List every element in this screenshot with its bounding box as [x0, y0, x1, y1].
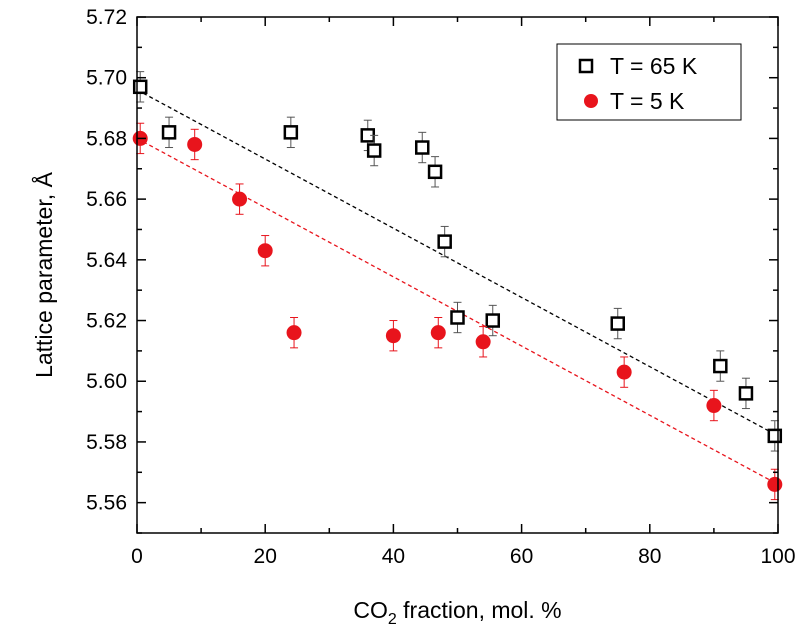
axis-ticks: 0 20 40 60 80 100 5.56 5.58 5.60 5.62 5.64 5.66 5.68…	[86, 6, 795, 568]
legend: T = 65 K T = 5 K	[556, 43, 742, 121]
data-point-series-1	[475, 326, 491, 358]
x-axis-label: CO2 fraction, mol. %	[353, 597, 561, 628]
data-point-series-0	[132, 71, 148, 103]
marker-open-square	[767, 428, 783, 444]
marker-filled-circle	[767, 476, 783, 492]
marker-filled-circle	[616, 364, 632, 380]
data-point-series-1	[706, 389, 722, 422]
marker-open-square	[437, 234, 452, 249]
legend-label-5k: T = 5 K	[610, 88, 685, 114]
y-tick-label: 5.72	[86, 6, 127, 29]
x-tick-label: 40	[382, 545, 405, 568]
marker-filled-circle	[430, 325, 446, 341]
data-point-series-1	[232, 183, 248, 215]
y-tick-label: 5.62	[86, 310, 127, 333]
data-point-series-1	[430, 316, 446, 349]
data-point-series-1	[385, 320, 401, 352]
data-point-series-0	[485, 304, 501, 337]
marker-filled-circle	[232, 191, 248, 207]
marker-open-square	[414, 140, 430, 155]
x-axis-label-rest: fraction, mol. %	[397, 597, 562, 623]
data-point-series-0	[738, 377, 754, 410]
marker-open-square	[427, 164, 443, 180]
x-tick-label: 20	[254, 545, 277, 568]
data-point-series-0	[450, 301, 465, 334]
x-tick-label: 100	[760, 545, 795, 568]
y-tick-label: 5.70	[86, 67, 127, 90]
y-tick-label: 5.56	[86, 492, 127, 515]
marker-filled-circle	[286, 325, 302, 341]
marker-filled-circle	[706, 398, 722, 414]
marker-filled-circle	[475, 334, 491, 350]
data-point-series-0	[366, 134, 382, 167]
data-point-series-0	[610, 307, 625, 340]
y-axis-label: Lattice parameter, Å	[30, 171, 57, 377]
data-point-series-0	[427, 156, 443, 188]
data-point-series-1	[286, 316, 302, 349]
marker-open-square	[485, 313, 501, 328]
marker-open-square	[610, 316, 625, 331]
data-point-series-0	[161, 116, 177, 149]
data-point-series-1	[616, 356, 632, 388]
data-point-series-0	[437, 225, 452, 258]
plot-area	[132, 71, 783, 501]
legend-box	[556, 43, 742, 121]
x-tick-label: 0	[131, 545, 143, 568]
data-point-series-0	[283, 116, 299, 149]
marker-open-square	[738, 386, 754, 401]
data-point-series-0	[713, 350, 728, 382]
data-point-series-0	[767, 420, 783, 452]
data-point-series-1	[257, 235, 273, 267]
marker-filled-circle	[385, 328, 401, 344]
marker-filled-circle	[187, 136, 203, 152]
legend-marker-open-square	[578, 58, 594, 74]
legend-label-65k: T = 65 K	[610, 53, 698, 79]
marker-open-square	[450, 310, 465, 325]
marker-filled-circle	[257, 243, 273, 259]
x-axis-label-subscript: 2	[388, 611, 397, 628]
fit-line-0	[136, 89, 779, 437]
y-tick-label: 5.58	[86, 431, 127, 454]
marker-open-square	[132, 79, 148, 95]
legend-marker-filled-circle	[584, 94, 598, 108]
data-point-series-1	[767, 468, 783, 501]
marker-open-square	[713, 358, 728, 374]
marker-open-square	[161, 125, 177, 140]
x-axis-label-main: CO	[353, 597, 388, 623]
y-tick-label: 5.64	[86, 249, 127, 272]
data-point-series-1	[187, 128, 203, 161]
y-tick-label: 5.68	[86, 127, 127, 150]
x-tick-label: 60	[510, 545, 533, 568]
y-tick-label: 5.66	[86, 188, 127, 211]
marker-open-square	[283, 125, 299, 140]
y-tick-label: 5.60	[86, 370, 127, 393]
data-point-series-0	[414, 131, 430, 164]
marker-open-square	[366, 143, 382, 158]
x-tick-label: 80	[638, 545, 661, 568]
